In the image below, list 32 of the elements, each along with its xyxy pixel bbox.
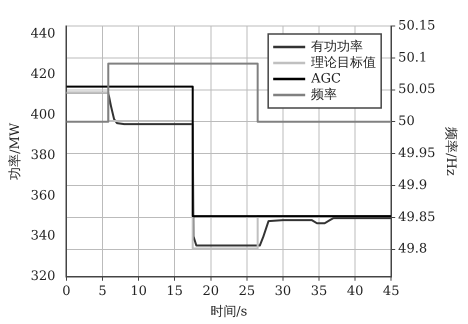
y2-tick-label: 49.9 bbox=[398, 178, 428, 193]
x-tick-label: 45 bbox=[382, 284, 400, 299]
y2-tick-label: 50.05 bbox=[398, 82, 436, 98]
y-tick-label: 380 bbox=[30, 148, 56, 163]
y2-tick-label: 49.8 bbox=[398, 242, 428, 257]
legend-label: AGC bbox=[310, 71, 341, 86]
x-tick-label: 30 bbox=[274, 284, 292, 299]
y2-tick-label: 49.85 bbox=[398, 210, 436, 225]
x-axis-title: 时间/s bbox=[210, 304, 248, 320]
x-tick-label: 35 bbox=[310, 284, 328, 299]
y2-tick-label: 50 bbox=[398, 114, 415, 130]
y2-tick-label: 49.95 bbox=[398, 146, 436, 162]
y-tick-label: 360 bbox=[30, 188, 56, 204]
x-tick-label: 40 bbox=[346, 284, 364, 299]
legend-label: 频率 bbox=[311, 86, 338, 102]
x-tick-label: 0 bbox=[62, 284, 71, 299]
y2-tick-label: 50.15 bbox=[398, 18, 436, 34]
x-tick-label: 5 bbox=[98, 284, 107, 299]
x-tick-label: 15 bbox=[166, 284, 183, 299]
y-tick-label: 340 bbox=[30, 228, 56, 244]
y-tick-label: 440 bbox=[30, 26, 56, 42]
y-tick-label: 420 bbox=[30, 66, 56, 82]
y-axis-title: 功率/MW bbox=[7, 122, 24, 180]
y-tick-label: 400 bbox=[30, 107, 56, 122]
x-tick-label: 20 bbox=[202, 284, 220, 299]
y2-axis-title: 频率/Hz bbox=[442, 127, 459, 176]
y2-tick-label: 50.1 bbox=[398, 50, 428, 66]
x-tick-label: 10 bbox=[130, 284, 147, 299]
y-tick-label: 320 bbox=[30, 269, 56, 284]
legend-label: 理论目标值 bbox=[311, 55, 376, 70]
x-tick-label: 25 bbox=[238, 284, 256, 299]
legend-label: 有功功率 bbox=[311, 38, 364, 54]
